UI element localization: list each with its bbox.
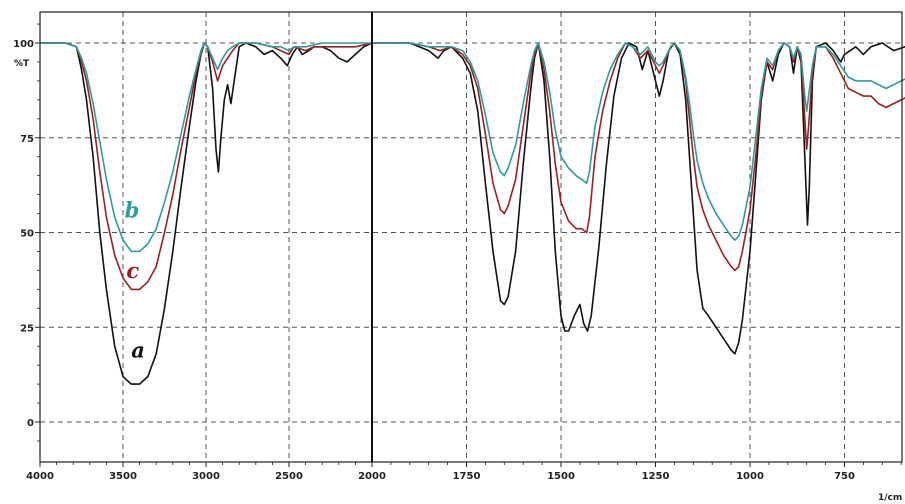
x-tick-label-1750: 1750 [453,471,481,482]
x-tick-label-3500: 3500 [109,471,137,482]
x-tick-label-2500: 2500 [275,471,303,482]
series-line-a [40,42,905,385]
x-tick-label-1250: 1250 [642,471,670,482]
series-line-c [40,42,905,291]
y-tick-label-75: 75 [20,134,34,145]
x-axis-unit-label: 1/cm [878,493,902,503]
y-tick-label-50: 50 [20,229,34,240]
x-tick-label-1000: 1000 [736,471,764,482]
series-line-b [40,42,905,253]
grid-lines [40,12,902,462]
y-tick-label-100: 100 [13,39,34,50]
series-label-b: b [125,197,140,222]
x-tick-label-3000: 3000 [192,471,220,482]
axis-ticks: 4000350030002500200017501500125010007505… [13,23,902,482]
y-tick-label-0: 0 [27,418,34,429]
y-axis-unit-label: %T [14,59,30,69]
series-group [40,42,905,385]
x-tick-label-750: 750 [834,471,855,482]
plot-area-border [39,11,903,463]
series-labels: a c b [125,197,145,362]
x-tick-label-2000: 2000 [358,471,386,482]
series-label-c: c [126,258,139,283]
series-label-a: a [131,338,145,363]
x-tick-label-1500: 1500 [547,471,575,482]
y-tick-label-25: 25 [20,323,34,334]
x-tick-label-4000: 4000 [26,471,54,482]
